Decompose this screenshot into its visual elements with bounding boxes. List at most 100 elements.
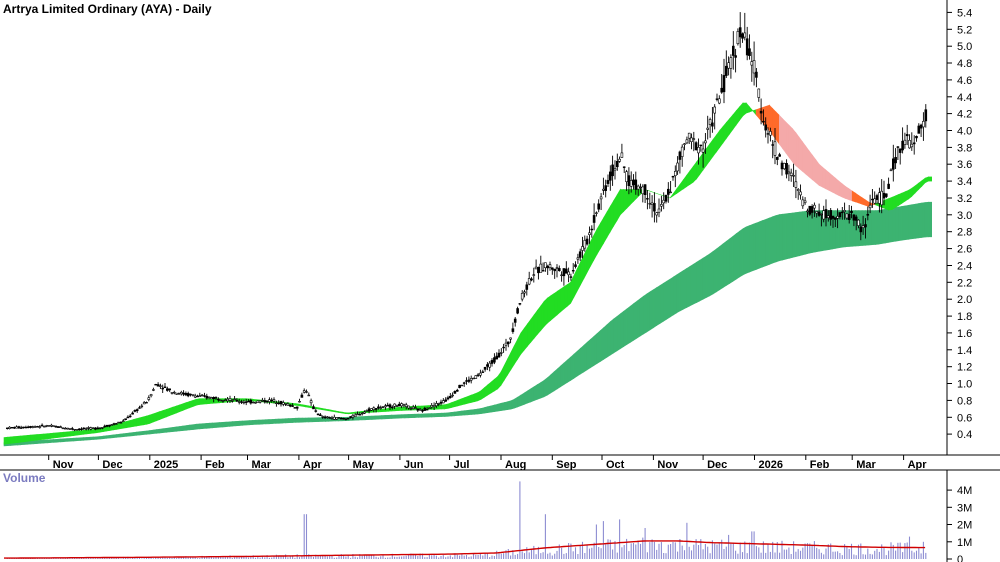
candle-body: [748, 48, 751, 57]
candle-body: [469, 378, 473, 381]
band-segment: [586, 338, 591, 371]
band-segment: [295, 403, 300, 407]
candle-body: [73, 428, 76, 431]
y-tick-label: 0.8: [957, 395, 972, 407]
band-segment: [407, 413, 412, 419]
candle-body: [752, 60, 756, 74]
band-segment: [199, 423, 204, 430]
candle-body: [13, 427, 16, 429]
candle-body: [627, 175, 631, 187]
candle-body: [690, 137, 693, 142]
band-segment: [891, 207, 896, 243]
band-segment: [865, 210, 870, 246]
candle-body: [629, 180, 633, 187]
band-segment: [119, 433, 124, 438]
candle-body: [731, 45, 735, 56]
band-segment: [540, 379, 545, 399]
band-segment: [712, 248, 717, 295]
y-tick-label: 2.4: [957, 261, 972, 273]
band-segment: [179, 425, 184, 432]
candle-body: [764, 124, 768, 131]
band-segment: [662, 280, 668, 322]
band-segment: [583, 248, 588, 279]
candle-body: [762, 121, 765, 123]
candle-body: [884, 193, 888, 197]
x-tick-label: May: [353, 459, 375, 471]
band-segment: [43, 433, 48, 440]
band-segment: [450, 401, 455, 408]
band-segment: [494, 375, 499, 392]
candle-body: [666, 188, 670, 195]
candle-body: [467, 379, 471, 382]
candle-body: [729, 57, 733, 69]
y-tick-label: 5.0: [957, 41, 972, 53]
candle-body: [425, 408, 429, 411]
candle-body: [140, 405, 144, 408]
band-segment: [798, 136, 803, 172]
band-segment: [520, 392, 525, 407]
candle-body: [256, 400, 260, 403]
band-segment: [682, 268, 687, 310]
volume-y-tick-label: 4M: [957, 485, 972, 497]
band-segment: [517, 332, 522, 361]
candle-body: [247, 400, 250, 403]
band-segment: [76, 437, 81, 442]
volume-y-tick-label: 2M: [957, 520, 972, 532]
candle-body: [268, 399, 271, 402]
band-segment: [149, 413, 154, 424]
band-segment: [494, 403, 499, 412]
candle-body: [293, 407, 297, 409]
candle-body: [792, 175, 795, 177]
band-segment: [152, 412, 157, 423]
band-segment: [368, 415, 373, 420]
candle-body: [182, 392, 185, 395]
candle-body: [474, 375, 478, 379]
candle-body: [608, 171, 612, 181]
band-segment: [450, 411, 455, 417]
candle-body: [224, 399, 227, 401]
candle-body: [314, 410, 318, 412]
band-segment: [96, 436, 101, 440]
y-tick-label: 5.2: [957, 24, 972, 36]
band-segment: [858, 194, 863, 205]
candle-body: [221, 400, 225, 402]
band-segment: [855, 192, 860, 204]
band-segment: [195, 423, 200, 430]
band-segment: [172, 405, 177, 415]
candle-body: [200, 394, 204, 397]
band-segment: [500, 402, 505, 411]
band-segment: [374, 415, 379, 420]
candle-body: [472, 377, 475, 380]
band-segment: [331, 409, 336, 413]
candle-body: [671, 176, 675, 178]
candle-body: [745, 38, 749, 56]
candle-body: [17, 426, 21, 429]
band-segment: [891, 195, 896, 211]
candle-body: [59, 426, 63, 428]
band-segment: [825, 169, 830, 191]
candle-body: [298, 400, 301, 403]
band-segment: [904, 189, 909, 202]
candle-body: [685, 139, 689, 144]
candle-body: [265, 400, 269, 403]
band-segment: [301, 417, 306, 423]
candle-body: [773, 141, 777, 156]
candle-body: [646, 198, 649, 200]
candle-body: [258, 400, 262, 403]
candle-body: [166, 388, 169, 391]
candle-body: [323, 416, 327, 419]
candle-body: [309, 400, 313, 404]
x-tick-label: Feb: [810, 459, 830, 471]
candle-body: [251, 401, 255, 404]
band-segment: [470, 393, 475, 403]
band-segment: [537, 305, 542, 336]
band-segment: [735, 230, 740, 280]
band-segment: [109, 434, 114, 439]
band-segment: [553, 368, 558, 392]
y-tick-label: 2.0: [957, 294, 972, 306]
band-segment: [805, 145, 810, 178]
band-segment: [769, 216, 774, 265]
candle-body: [889, 169, 893, 172]
candle-body: [400, 403, 403, 407]
candle-body: [56, 426, 60, 428]
